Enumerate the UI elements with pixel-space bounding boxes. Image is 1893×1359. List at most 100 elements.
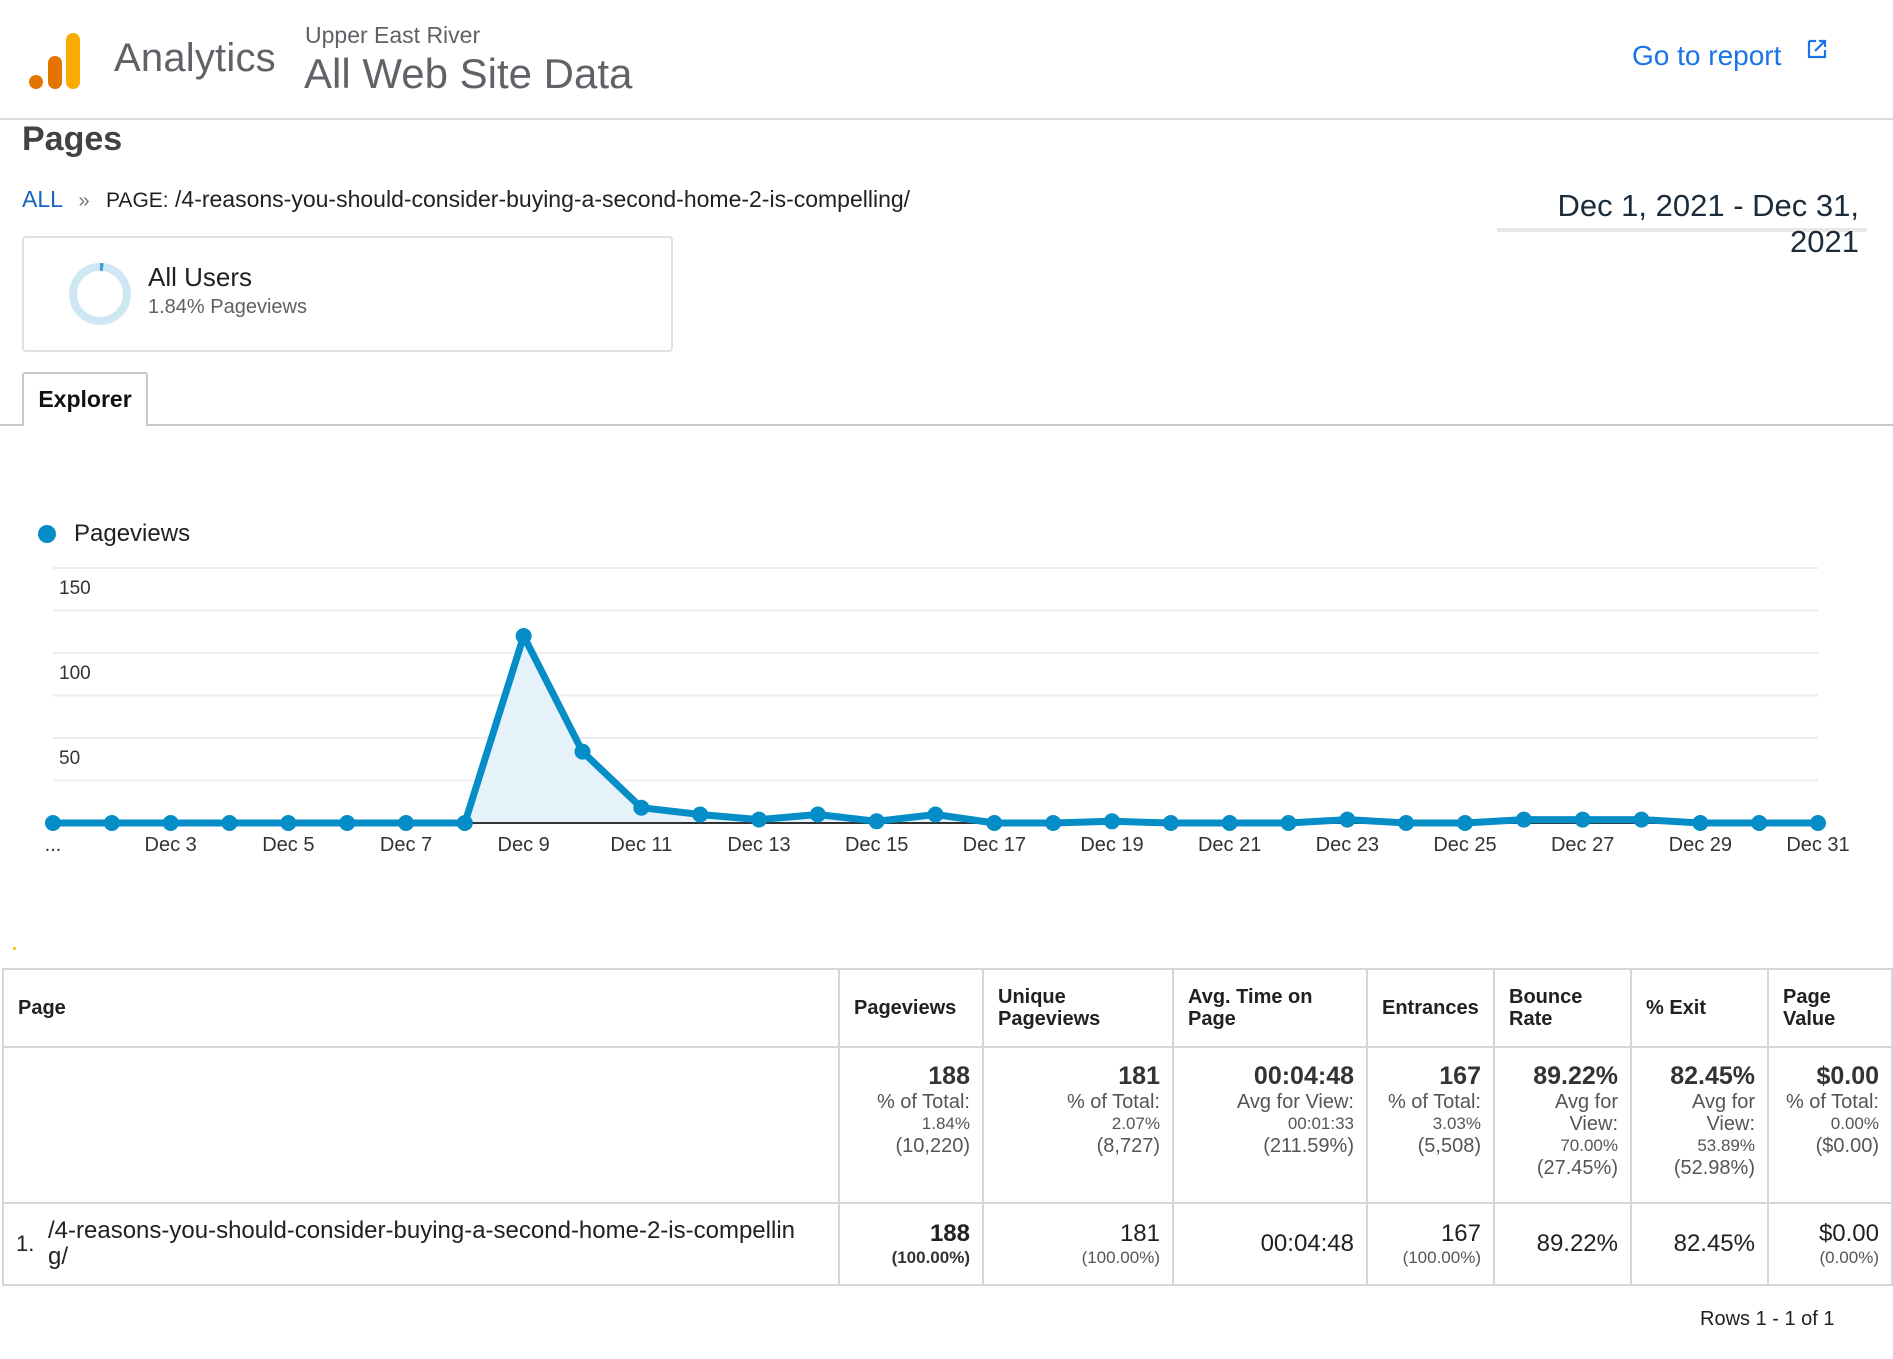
data-point (692, 806, 709, 823)
total-label: % of Total: (876, 1091, 970, 1113)
column-header-unique-pageviews[interactable]: Unique Pageviews (982, 968, 1174, 1048)
data-point (1751, 815, 1768, 831)
data-point (1339, 811, 1356, 828)
column-header-exit[interactable]: % Exit (1630, 968, 1769, 1048)
y-tick-label: 100 (59, 663, 91, 684)
x-tick-label: ... (45, 834, 62, 856)
totals-page-cell (2, 1046, 840, 1204)
totals-row: 188 % of Total: 1.84% (10,220) 181 % of … (2, 1046, 1893, 1204)
total-value: 82.45% (1670, 1062, 1755, 1090)
total-label: % of Total: (1785, 1091, 1879, 1113)
page-title: Pages (22, 120, 123, 158)
table-header-row: Page Pageviews Unique Pageviews Avg. Tim… (2, 968, 1893, 1048)
breadcrumb-dimension-label: PAGE: (105, 189, 169, 212)
total-label: Avg for View: (1692, 1091, 1755, 1135)
data-point (280, 815, 297, 831)
column-header-avg-time-on-page[interactable]: Avg. Time on Page (1172, 968, 1368, 1048)
totals-cell-exit: 82.45% Avg for View: 53.89% (52.98%) (1630, 1046, 1769, 1204)
total-site-value: (8,727) (1096, 1135, 1160, 1157)
data-point (927, 806, 944, 823)
column-header-pageviews[interactable]: Pageviews (838, 968, 984, 1048)
row-cell-page-value: $0.00 (0.00%) (1767, 1202, 1893, 1286)
rows-info: Rows 1 - 1 of 1 (1700, 1308, 1835, 1330)
data-point (398, 815, 414, 831)
cell-percent: (100.00%) (1081, 1248, 1160, 1267)
loading-indicator-dot (13, 947, 16, 950)
total-value: $0.00 (1816, 1062, 1879, 1090)
open-in-new-icon[interactable] (1806, 38, 1828, 60)
data-point (45, 815, 61, 831)
column-header-bounce-rate[interactable]: Bounce Rate (1493, 968, 1632, 1048)
data-point (1221, 815, 1238, 831)
date-range-picker[interactable]: Dec 1, 2021 - Dec 31, 2021 (1497, 188, 1867, 259)
row-cell-entrances: 167 (100.00%) (1366, 1202, 1495, 1286)
x-tick-label: Dec 5 (262, 834, 314, 856)
segment-name: All Users (148, 262, 253, 292)
table-row: 1. /4-reasons-you-should-consider-buying-… (2, 1202, 1893, 1286)
chart-plot-area: 50 100 150... Dec 3 Dec 5 Dec 7 Dec 9 Dec 11 Dec… (45, 567, 1850, 856)
data-point (456, 815, 473, 831)
total-avg-percent: (211.59%) (1263, 1135, 1354, 1157)
x-tick-label: Dec 21 (1198, 834, 1261, 856)
x-tick-label: Dec 27 (1551, 834, 1614, 856)
chart-legend-item[interactable]: Pageviews (38, 520, 190, 548)
segment-card-all-users[interactable]: All Users 1.84% Pageviews (22, 236, 673, 352)
column-header-entrances[interactable]: Entrances (1366, 968, 1495, 1048)
totals-cell-page-value: $0.00 % of Total: 0.00% ($0.00) (1767, 1046, 1893, 1204)
cell-value: 181 (1119, 1220, 1160, 1247)
go-to-report-link[interactable]: Go to report (1632, 40, 1782, 71)
analytics-logo-icon (29, 33, 80, 89)
data-point (515, 628, 532, 644)
cell-value: 188 (929, 1220, 970, 1247)
pageviews-chart: Pageviews 50 100 150... Dec 3 Dec 5 Dec 7 Dec … (0, 500, 1893, 860)
column-header-page-value[interactable]: Page Value (1767, 968, 1893, 1048)
total-value: 89.22% (1533, 1062, 1618, 1090)
total-value: 167 (1439, 1062, 1481, 1090)
data-point (1515, 811, 1532, 828)
x-tick-label: Dec 7 (380, 834, 432, 856)
segment-subtitle: 1.84% Pageviews (148, 296, 307, 318)
x-tick-label: Dec 25 (1433, 834, 1496, 856)
total-value: 188 (928, 1062, 970, 1090)
data-table: Page Pageviews Unique Pageviews Avg. Tim… (2, 968, 1893, 1286)
data-point (103, 815, 120, 831)
tab-bar-divider (0, 424, 1893, 426)
row-page-link[interactable]: /4-reasons-you-should-consider-buying-a-… (48, 1217, 795, 1270)
row-index: 1. (16, 1231, 35, 1256)
total-avg-percent: (52.98%) (1673, 1157, 1755, 1179)
totals-cell-entrances: 167 % of Total: 3.03% (5,508) (1366, 1046, 1495, 1204)
column-header-page[interactable]: Page (2, 968, 840, 1048)
row-cell-unique-pageviews: 181 (100.00%) (982, 1202, 1174, 1286)
x-tick-label: Dec 17 (963, 834, 1026, 856)
data-point (868, 813, 885, 830)
total-site-value: ($0.00) (1815, 1135, 1879, 1157)
tab-explorer[interactable]: Explorer (22, 372, 148, 426)
legend-label: Pageviews (74, 520, 191, 547)
series-line-pageviews (53, 632, 1818, 827)
row-cell-pageviews: 188 (100.00%) (838, 1202, 984, 1286)
x-tick-label: Dec 29 (1669, 834, 1732, 856)
y-tick-label: 150 (59, 578, 91, 599)
total-site-value: (5,508) (1417, 1135, 1481, 1157)
segment-donut-icon (69, 263, 131, 325)
cell-percent: (0.00%) (1819, 1248, 1879, 1267)
cell-value: 82.45% (1673, 1230, 1755, 1257)
total-percent: 3.03% (1432, 1114, 1481, 1133)
breadcrumb: ALL » PAGE: /4-reasons-you-should-consid… (22, 186, 910, 213)
x-tick-label: Dec 11 (610, 834, 672, 856)
total-percent: 1.84% (921, 1114, 970, 1133)
total-avg-percent: (27.45%) (1536, 1157, 1618, 1179)
x-tick-label: Dec 19 (1080, 834, 1143, 856)
cell-percent: (100.00%) (891, 1248, 970, 1267)
data-point (221, 815, 238, 831)
totals-cell-avg-time: 00:04:48 Avg for View: 00:01:33 (211.59%… (1172, 1046, 1368, 1204)
app-name: Analytics (114, 36, 276, 80)
breadcrumb-all-link[interactable]: ALL (22, 186, 63, 212)
data-point (339, 815, 356, 831)
cell-value: 00:04:48 (1260, 1230, 1354, 1257)
total-avg-value: 53.89% (1697, 1136, 1755, 1155)
total-avg-value: 00:01:33 (1287, 1114, 1354, 1133)
data-point (633, 799, 650, 816)
total-label: % of Total: (1066, 1091, 1160, 1113)
data-point (574, 743, 591, 760)
